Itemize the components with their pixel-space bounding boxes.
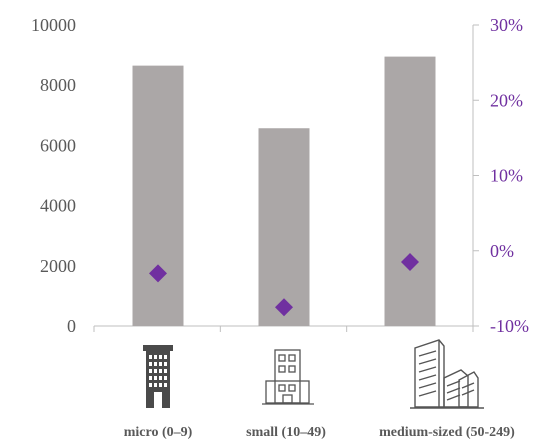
category-label-micro: micro (0–9) xyxy=(124,425,193,440)
left-tick-label: 8000 xyxy=(40,75,76,95)
small-office-building-icon xyxy=(262,349,314,405)
category-label-small: small (10–49) xyxy=(246,425,326,440)
bar xyxy=(384,56,436,326)
right-tick-label: 10% xyxy=(490,166,523,186)
diamond-series xyxy=(149,253,419,317)
left-axis-ticks: 0 2000 4000 6000 8000 10000 xyxy=(31,15,76,336)
right-tick-label: -10% xyxy=(490,316,529,336)
office-building-cluster-icon xyxy=(410,339,484,409)
narrow-office-tower-icon xyxy=(143,345,173,408)
category-labels: micro (0–9) small (10–49) medium-sized (… xyxy=(124,425,515,440)
left-tick-label: 2000 xyxy=(40,256,76,276)
right-axis-ticks: -10% 0% 10% 20% 30% xyxy=(473,15,529,336)
left-tick-label: 4000 xyxy=(40,196,76,216)
right-tick-label: 20% xyxy=(490,90,523,110)
right-tick-label: 30% xyxy=(490,15,523,35)
diamond-point xyxy=(149,264,167,283)
diamond-point xyxy=(401,253,419,272)
diamond-point xyxy=(275,298,293,317)
left-tick-label: 6000 xyxy=(40,135,76,155)
bar-series xyxy=(132,56,436,326)
left-tick-label: 10000 xyxy=(31,15,76,35)
bar xyxy=(258,128,310,326)
right-tick-label: 0% xyxy=(490,241,514,261)
category-label-medium-sized: medium-sized (50-249) xyxy=(379,425,515,440)
bar xyxy=(132,65,184,326)
left-tick-label: 0 xyxy=(67,316,76,336)
